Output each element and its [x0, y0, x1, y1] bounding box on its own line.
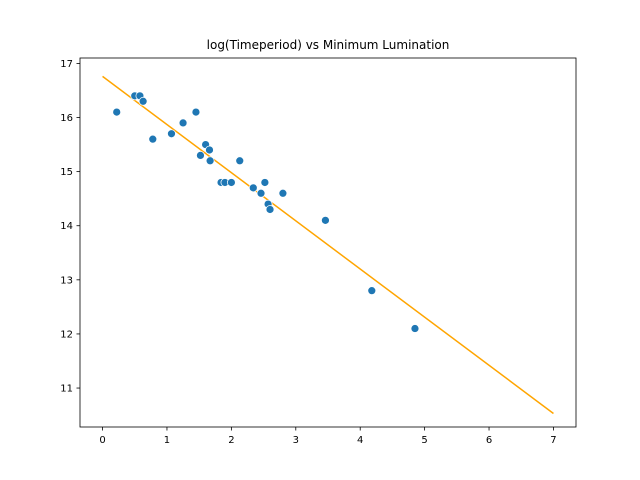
data-point	[167, 129, 176, 139]
y-tick-label: 11	[60, 384, 73, 395]
data-point	[227, 178, 236, 187]
data-point	[138, 96, 148, 106]
y-tick-label: 15	[60, 167, 73, 178]
chart-title: log(Timeperiod) vs Minimum Lumination	[207, 38, 450, 52]
x-tick-label: 6	[486, 435, 492, 446]
data-point	[410, 324, 420, 333]
data-point	[256, 188, 266, 198]
y-tick-label: 16	[60, 113, 73, 124]
data-point	[196, 151, 205, 160]
data-point	[148, 134, 158, 144]
y-tick-label: 14	[60, 221, 73, 232]
data-point	[191, 107, 201, 117]
x-tick-label: 5	[421, 435, 427, 446]
x-tick-label: 7	[550, 435, 556, 446]
data-point	[367, 286, 377, 296]
y-tick-label: 13	[60, 275, 73, 286]
data-point	[248, 183, 258, 193]
data-point	[112, 107, 122, 117]
fit-line-layer	[102, 75, 554, 415]
data-point	[265, 205, 275, 214]
data-point	[205, 156, 215, 166]
data-point	[235, 156, 245, 166]
y-tick-label: 17	[60, 59, 73, 70]
x-tick-label: 1	[164, 435, 170, 446]
x-tick-label: 2	[228, 435, 234, 446]
data-point	[205, 145, 214, 155]
regression-line	[102, 75, 554, 415]
x-tick-label: 4	[357, 435, 363, 446]
y-tick-label: 12	[60, 329, 73, 340]
axes-frame	[79, 57, 577, 428]
x-tick-label: 3	[293, 435, 299, 446]
data-point	[178, 118, 188, 128]
data-point	[278, 188, 288, 198]
data-points-layer	[112, 91, 420, 333]
data-point	[321, 215, 330, 225]
data-point	[260, 178, 270, 187]
x-tick-label: 0	[99, 435, 105, 446]
